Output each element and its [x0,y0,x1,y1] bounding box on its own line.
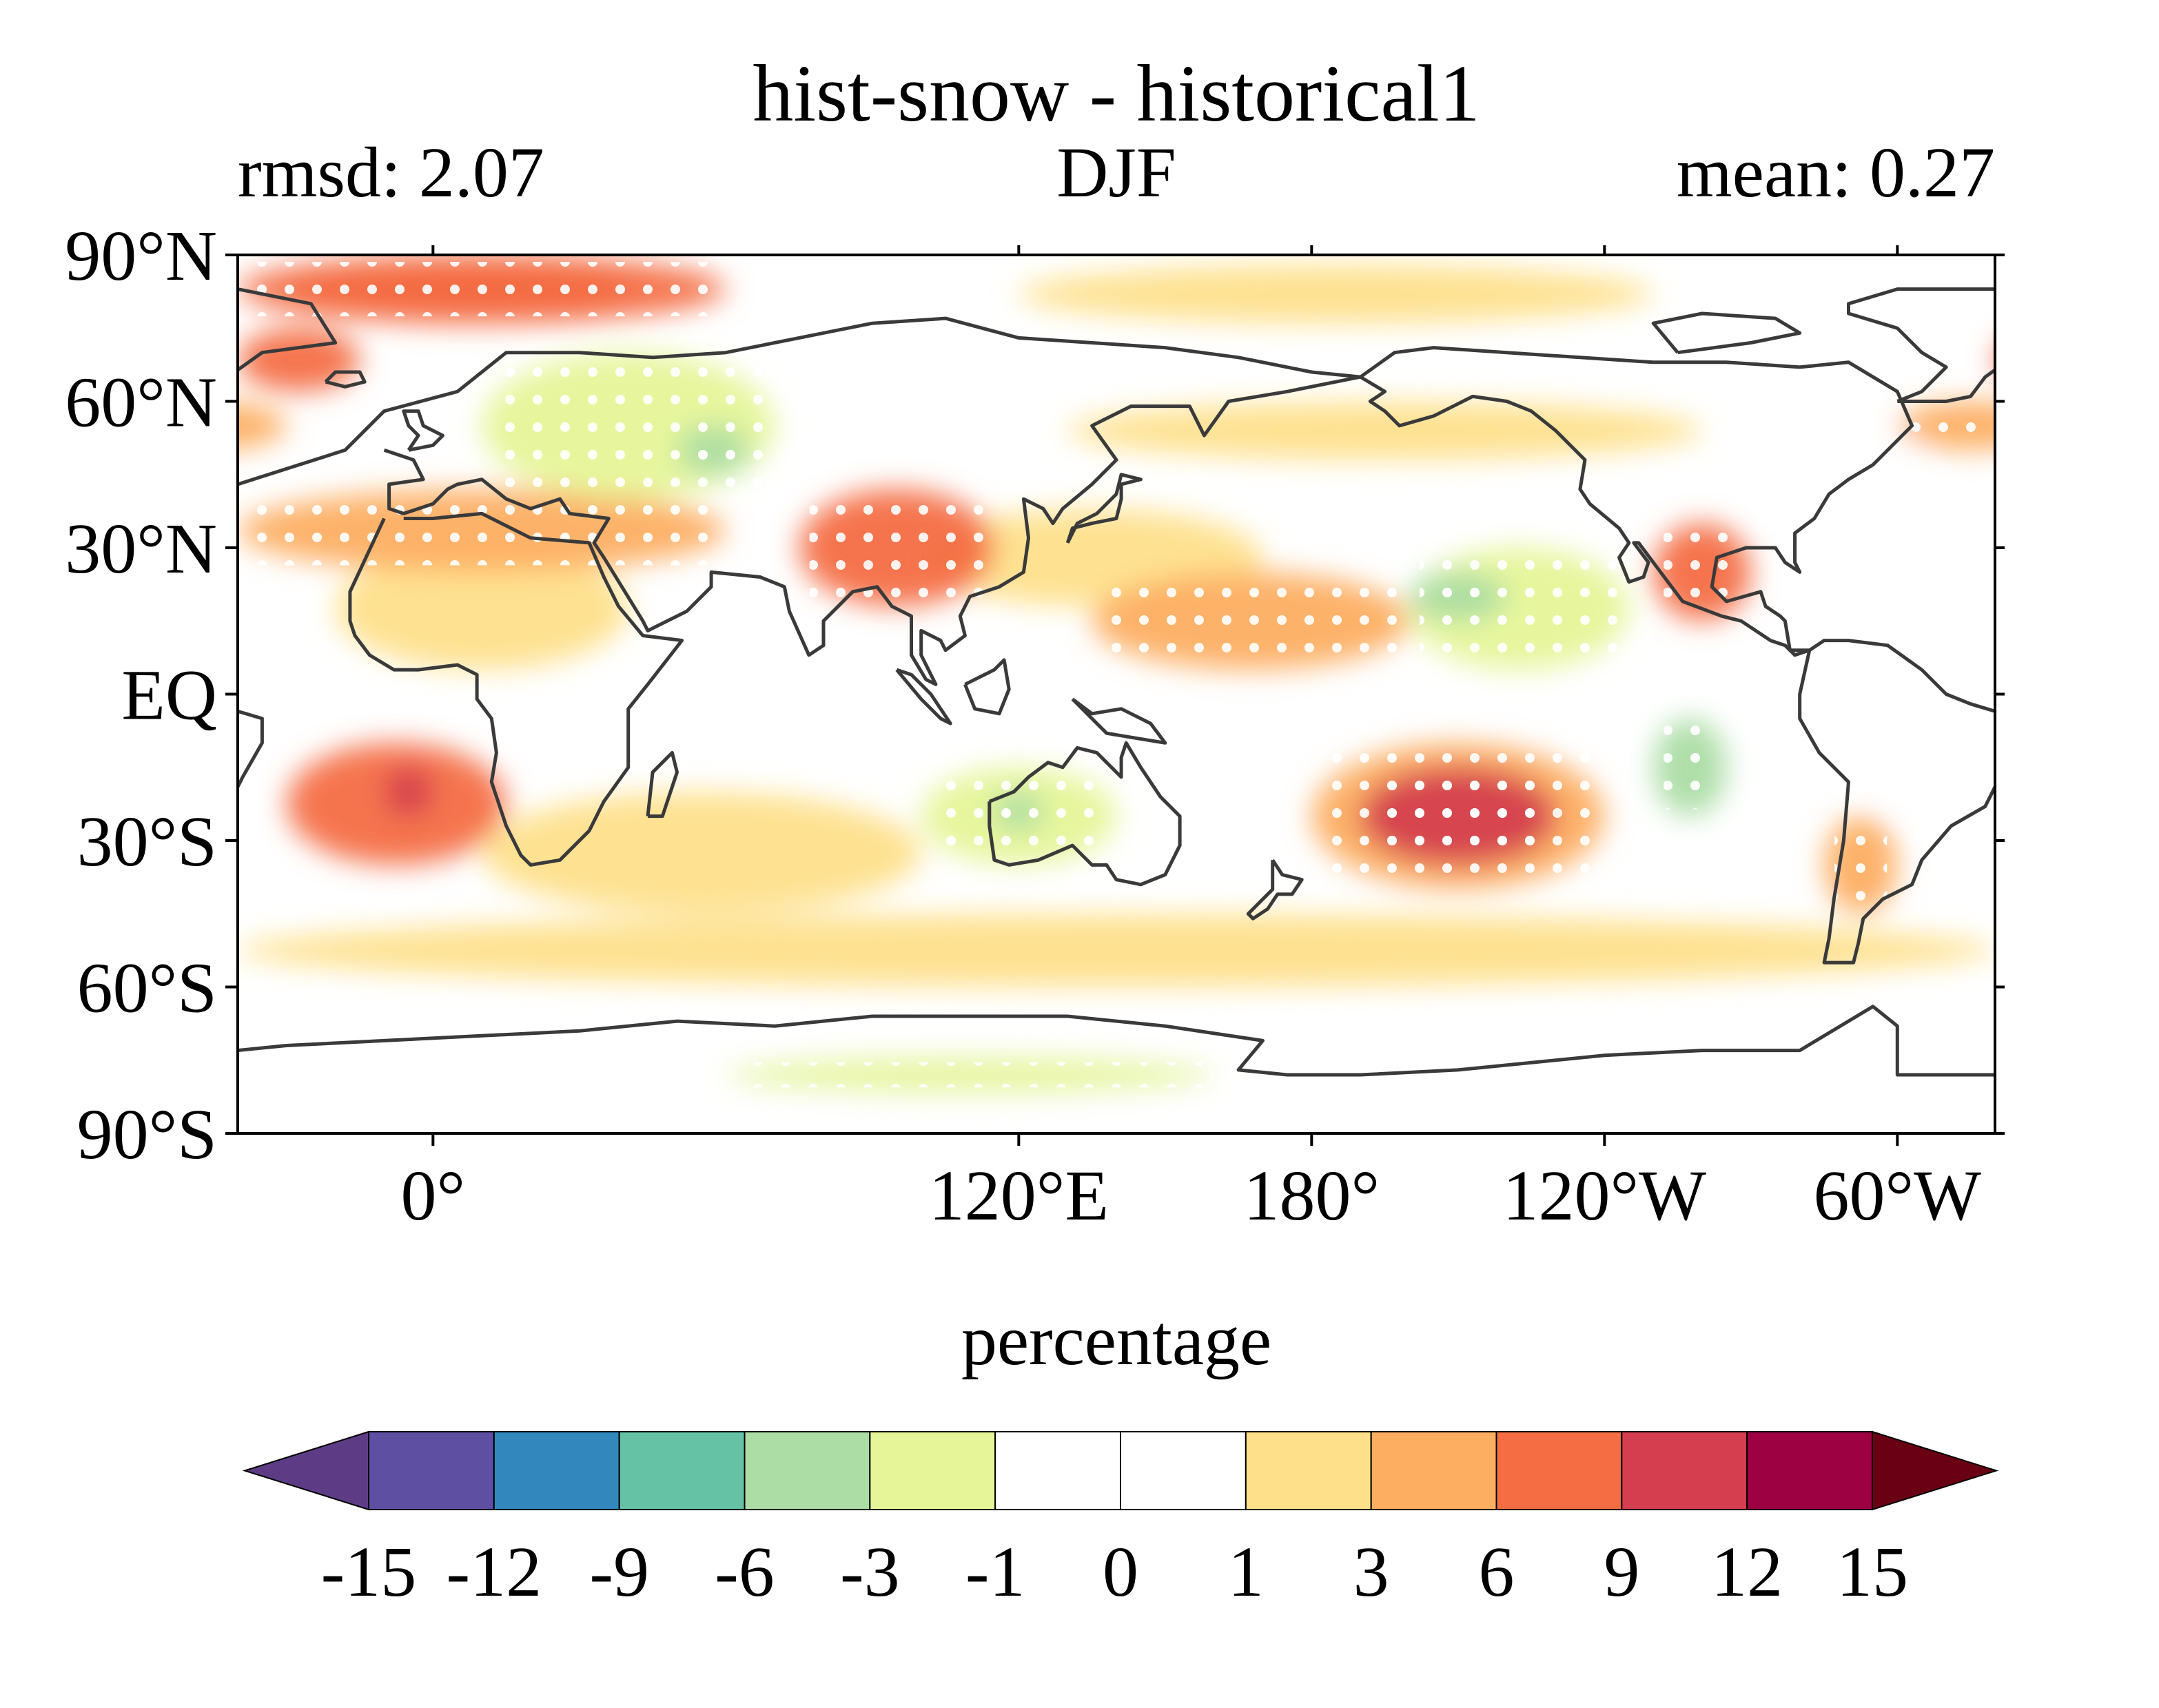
stipple-north-atlantic [1907,408,1985,444]
colorbar-segment [744,1431,871,1510]
lon-label: 60°W [1813,1156,1981,1235]
colorbar-tick-label: 6 [1479,1532,1515,1612]
coastline-south-america [1798,639,1995,965]
stipple-sahara-band [248,496,716,566]
anomaly-region-south-indian-ocean [482,792,921,914]
anomaly-region-north-america-east [1750,401,1922,509]
colorbar-tick-label: -3 [840,1532,900,1612]
stipple-western-pacific-subtrop [1102,579,1399,663]
lat-label: 60°S [77,949,217,1028]
coastline-japan [1065,473,1143,544]
anomaly-region-south-atlantic-center [384,767,433,816]
latitude-axis: 90°N 60°N 30°N EQ 30°S 60°S 90°S [65,216,2005,1174]
colorbar-segment [1245,1431,1372,1510]
colorbar-segment [869,1431,996,1510]
coastline-arctic-islands [1651,311,1802,355]
rmsd-label: rmsd: 2.07 [238,133,544,212]
coastline-new-guinea [1071,697,1167,745]
colorbar [242,1430,1999,1511]
stipple-mongolia [687,432,740,468]
anomaly-region-arctic-eastern-band [1019,265,1654,324]
lon-label: 180° [1244,1156,1380,1235]
lon-label: 120°E [929,1156,1109,1235]
lat-label: 90°S [77,1095,217,1174]
lat-label: 30°S [77,802,217,881]
colorbar-tick-label: 15 [1836,1532,1908,1612]
anomaly-region-greenland-east [238,328,360,392]
anomaly-region-south-atlantic-center [2142,768,2159,816]
figure-title: hist-snow - historical1 [753,48,1480,138]
stipple-antarctica-low [736,1062,1204,1088]
coastline-iceland [2083,372,2122,387]
lat-label: EQ [121,656,217,735]
colorbar-label: percentage [961,1301,1271,1380]
colorbar-tick-label: -15 [321,1532,417,1612]
coastline-madagascar [646,751,679,819]
stipple-south-pacific-halo [1322,750,1595,883]
stipple-central-pacific-low [1420,579,1497,615]
coastline-greenland [1847,287,1995,403]
colorbar-tick-label: 1 [1228,1532,1264,1612]
colorbar-tick-label: -12 [447,1532,542,1612]
coastline-new-zealand [1246,858,1304,920]
colorbar-segment [1746,1431,1874,1510]
season-label: DJF [1056,133,1176,212]
anomaly-region-north-pacific-band [1067,401,1702,460]
stipple-central-siberia [492,359,765,493]
map-panel [0,255,2159,1133]
colorbar-tick-label: -1 [965,1532,1025,1612]
coastline-borneo [963,658,1011,716]
colorbar-segment [618,1431,746,1510]
colorbar-tick-label: 3 [1353,1532,1389,1612]
anomaly-region-south-atlantic-high [2044,743,2159,865]
coastline-arctic-islands [0,313,43,353]
colorbar-tick-label: -9 [589,1532,649,1612]
stipple-australia-center [1004,799,1033,824]
colorbar-ticks: -15 -12 -9 -6 -3 -1 0 1 3 6 9 12 15 [321,1532,1908,1612]
coastlines [0,287,2122,1077]
stipple-east-china-sea [809,496,984,599]
coastline-indonesia-sumatra [895,668,952,726]
colorbar-segment [1370,1431,1497,1510]
lon-label: 120°W [1502,1156,1706,1235]
colorbar-segment [1120,1431,1247,1510]
anomaly-region-south-america [1848,670,1995,816]
anomaly-region-arctic-atlantic-band [2044,255,2159,323]
coastline-eurasia [238,316,1362,686]
anomaly-region-southern-ocean-band [238,914,1995,987]
colorbar-over-arrow [1872,1430,1999,1511]
colorbar-segment [368,1431,495,1510]
colorbar-segment [493,1431,620,1510]
stipple-east-pacific-low [1664,725,1717,810]
coastline-iceland [324,370,367,389]
lat-label: 60°N [65,363,217,442]
colorbar-tick-label: 9 [1604,1532,1639,1612]
colorbar-under-arrow [242,1430,369,1511]
colorbar-tick-label: 0 [1103,1532,1138,1612]
colorbar-tick-label: -6 [715,1532,775,1612]
anomaly-region-north-africa [2093,548,2159,670]
coastline-antarctica-west-piece [238,1005,1995,1077]
coastline-australia [988,741,1182,887]
colorbar-segment [1495,1431,1623,1510]
anomaly-region-greenland-east [1995,328,2117,391]
coastline-north-america [1359,346,1914,657]
anomaly-region-north-atlantic [238,402,287,449]
coastline-britain [402,409,444,452]
lon-label: 0° [401,1156,466,1235]
colorbar-segment [1621,1431,1748,1510]
colorbar-tick-label: 12 [1711,1532,1783,1612]
longitude-axis: 120°E 180° 120°W 60°W 0° [401,245,1981,1235]
colorbar-segment [994,1431,1121,1510]
anomaly-region-north-africa [335,548,628,670]
coastline-africa [348,511,684,867]
stipple-arctic-siberia-band [248,262,716,317]
lat-label: 30°N [65,509,217,588]
lat-label: 90°N [65,216,217,296]
mean-label: mean: 0.27 [1677,133,1995,212]
